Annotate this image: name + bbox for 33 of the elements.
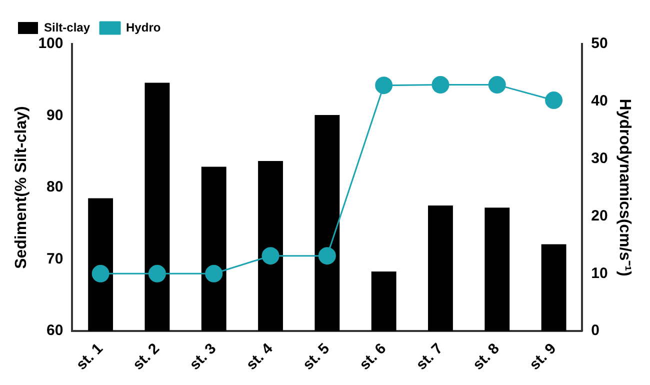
y2-tick-label: 40 bbox=[591, 92, 608, 110]
y-tick-label: 60 bbox=[46, 322, 64, 340]
point bbox=[92, 264, 110, 282]
y2-tick-label: 20 bbox=[591, 207, 608, 224]
x-tick-label: st. 4 bbox=[243, 340, 277, 374]
y2-tick-label: 10 bbox=[591, 264, 608, 282]
legend-label: Hydro bbox=[126, 20, 161, 34]
y2-tick-label: 50 bbox=[591, 35, 608, 52]
x-tick-label: st. 5 bbox=[300, 340, 333, 374]
y2-axis-title: Hydrodynamics(cm/s⁻¹) bbox=[616, 98, 633, 276]
x-tick-label: st. 3 bbox=[186, 340, 220, 374]
x-tick-label: st. 1 bbox=[73, 340, 106, 374]
point bbox=[205, 264, 223, 282]
x-tick-label: st. 6 bbox=[356, 340, 390, 374]
y-tick-label: 70 bbox=[46, 250, 64, 268]
point bbox=[148, 264, 166, 282]
y-tick-label: 90 bbox=[46, 106, 64, 124]
point bbox=[432, 76, 450, 94]
point bbox=[488, 76, 506, 94]
y-tick-label: 100 bbox=[38, 35, 64, 52]
y2-tick-label: 0 bbox=[591, 322, 600, 340]
y-tick-label: 80 bbox=[46, 178, 64, 196]
point bbox=[262, 247, 280, 265]
x-tick-label: st. 8 bbox=[470, 340, 503, 374]
x-tick-label: st. 9 bbox=[526, 340, 560, 374]
legend-label: Silt-clay bbox=[44, 20, 90, 34]
point bbox=[375, 76, 393, 94]
y-axis-title: Sediment(% Silt-clay) bbox=[13, 106, 30, 269]
x-tick-label: st. 7 bbox=[412, 340, 446, 374]
point bbox=[318, 247, 336, 265]
y2-tick-label: 30 bbox=[591, 150, 608, 167]
point bbox=[545, 92, 563, 110]
x-tick-label: st. 2 bbox=[130, 340, 163, 374]
